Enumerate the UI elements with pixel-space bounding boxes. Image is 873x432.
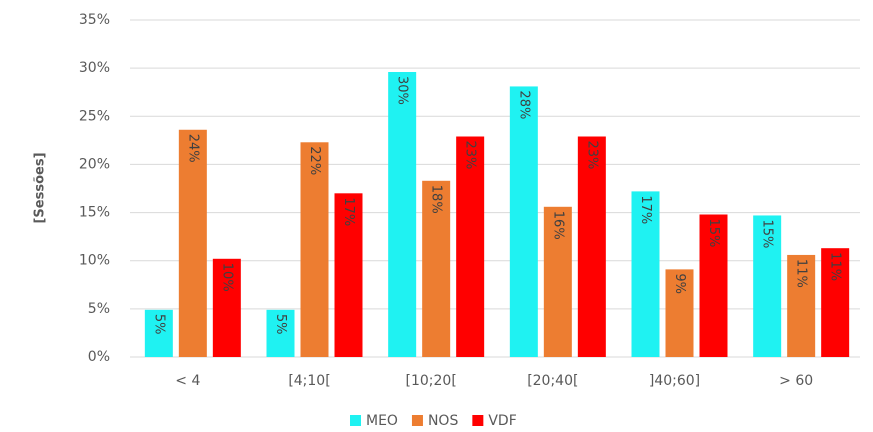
- value-label: 30%: [395, 76, 410, 105]
- y-axis-label: [Sessões]: [33, 152, 48, 223]
- y-tick-label: 5%: [88, 301, 110, 317]
- x-tick-label: > 60: [779, 373, 813, 389]
- value-label: 11%: [794, 259, 809, 288]
- value-label: 5%: [151, 314, 166, 335]
- legend-label: NOS: [428, 413, 458, 429]
- y-tick-label: 10%: [79, 253, 110, 269]
- bar: [821, 248, 850, 357]
- value-label: 15%: [760, 219, 775, 248]
- value-label: 28%: [516, 90, 531, 119]
- y-tick-label: 0%: [88, 349, 110, 365]
- value-label: 18%: [429, 185, 444, 214]
- legend-swatch: [411, 415, 423, 426]
- value-label: 22%: [307, 146, 322, 175]
- value-label: 17%: [638, 195, 653, 224]
- x-tick-label: < 4: [175, 373, 200, 389]
- value-label: 15%: [706, 218, 721, 247]
- bar: [543, 206, 572, 357]
- bar: [631, 191, 660, 357]
- bar: [753, 215, 782, 357]
- bar: [334, 193, 363, 357]
- bar: [178, 129, 207, 357]
- x-tick-label: [4;10[: [288, 373, 330, 389]
- x-tick-label: [10;20[: [406, 373, 457, 389]
- bar: [144, 309, 173, 357]
- bar: [577, 136, 606, 357]
- value-label: 16%: [550, 211, 565, 240]
- bar: [665, 269, 694, 357]
- bar: [787, 254, 816, 357]
- value-label: 23%: [584, 141, 599, 170]
- legend-label: VDF: [488, 413, 516, 429]
- bar: [212, 258, 241, 357]
- bar: [699, 214, 728, 357]
- y-tick-label: 30%: [79, 60, 110, 76]
- value-label: 9%: [672, 273, 687, 294]
- bar: [509, 86, 538, 358]
- bar: [266, 309, 295, 357]
- y-tick-label: 25%: [79, 108, 110, 124]
- bar: [388, 71, 417, 357]
- y-tick-label: 35%: [79, 12, 110, 28]
- bar: [456, 136, 485, 357]
- y-tick-label: 15%: [79, 205, 110, 221]
- bar: [422, 180, 451, 357]
- value-label: 10%: [219, 263, 234, 292]
- value-label: 11%: [828, 252, 843, 281]
- legend-swatch: [472, 415, 484, 426]
- x-tick-label: [20;40[: [527, 373, 578, 389]
- value-label: 24%: [185, 134, 200, 163]
- value-label: 23%: [463, 141, 478, 170]
- value-label: 5%: [273, 314, 288, 335]
- value-label: 17%: [341, 197, 356, 226]
- legend-swatch: [350, 415, 361, 426]
- x-tick-label: ]40;60]: [649, 373, 700, 389]
- y-tick-label: 20%: [79, 156, 110, 172]
- bar: [300, 142, 329, 357]
- legend-label: MEO: [366, 413, 398, 429]
